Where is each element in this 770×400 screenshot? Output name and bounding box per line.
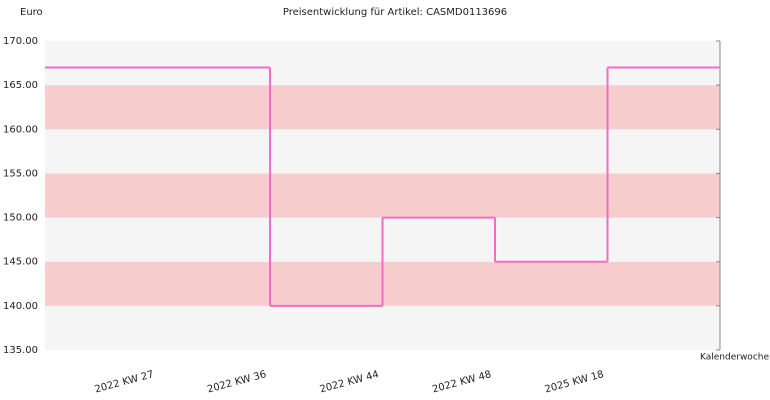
y-tick-label: 155.00 <box>3 168 38 179</box>
y-axis-label: Euro <box>20 7 43 18</box>
y-tick-label: 145.00 <box>3 257 38 268</box>
grid-band <box>45 85 720 130</box>
y-tick-label: 150.00 <box>3 213 38 224</box>
x-tick-label: 2022 KW 44 <box>319 369 380 395</box>
y-tick-label: 170.00 <box>3 36 38 47</box>
grid-band <box>45 305 720 350</box>
x-tick-label: 2022 KW 27 <box>94 369 155 395</box>
y-tick-label: 135.00 <box>3 345 38 356</box>
chart-title: Preisentwicklung für Artikel: CASMD01136… <box>283 7 507 18</box>
y-tick-label: 165.00 <box>3 80 38 91</box>
y-tick-label: 140.00 <box>3 301 38 312</box>
grid-band <box>45 173 720 218</box>
grid-band <box>45 129 720 174</box>
x-tick-label: 2022 KW 36 <box>206 369 267 395</box>
grid-band <box>45 41 720 86</box>
y-tick-label: 160.00 <box>3 124 38 135</box>
x-tick-label: 2022 KW 48 <box>431 369 492 395</box>
x-tick-label: 2025 KW 18 <box>544 369 605 395</box>
x-axis-label: Kalenderwoche <box>700 353 769 363</box>
